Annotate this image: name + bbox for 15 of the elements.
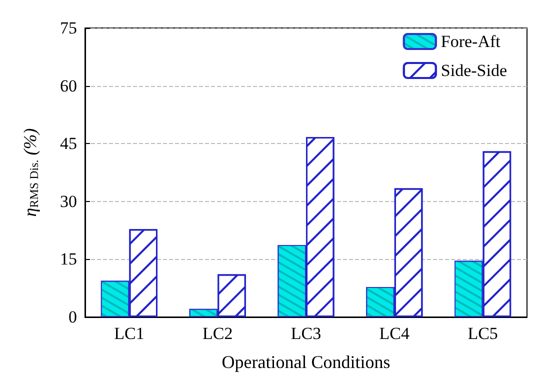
x-tick-label: LC1 (114, 324, 144, 343)
y-tick-label: 75 (60, 18, 77, 38)
legend-label: Fore-Aft (440, 32, 501, 51)
y-tick-label: 15 (60, 250, 77, 269)
y-tick-label: 60 (60, 76, 77, 96)
x-tick-label: LC3 (290, 324, 322, 343)
y-tick-label: 45 (60, 134, 77, 154)
legend-label: Side-Side (440, 61, 507, 80)
y-axis-title: ηRMS Dis. (%) (20, 128, 41, 217)
x-tick-label: LC5 (468, 324, 498, 343)
y-tick-label: 0 (68, 308, 77, 326)
y-tick-label: 30 (60, 192, 77, 211)
x-axis-title: Operational Conditions (222, 352, 390, 372)
x-tick-label: LC2 (202, 324, 233, 343)
x-tick-label: LC4 (379, 324, 410, 343)
